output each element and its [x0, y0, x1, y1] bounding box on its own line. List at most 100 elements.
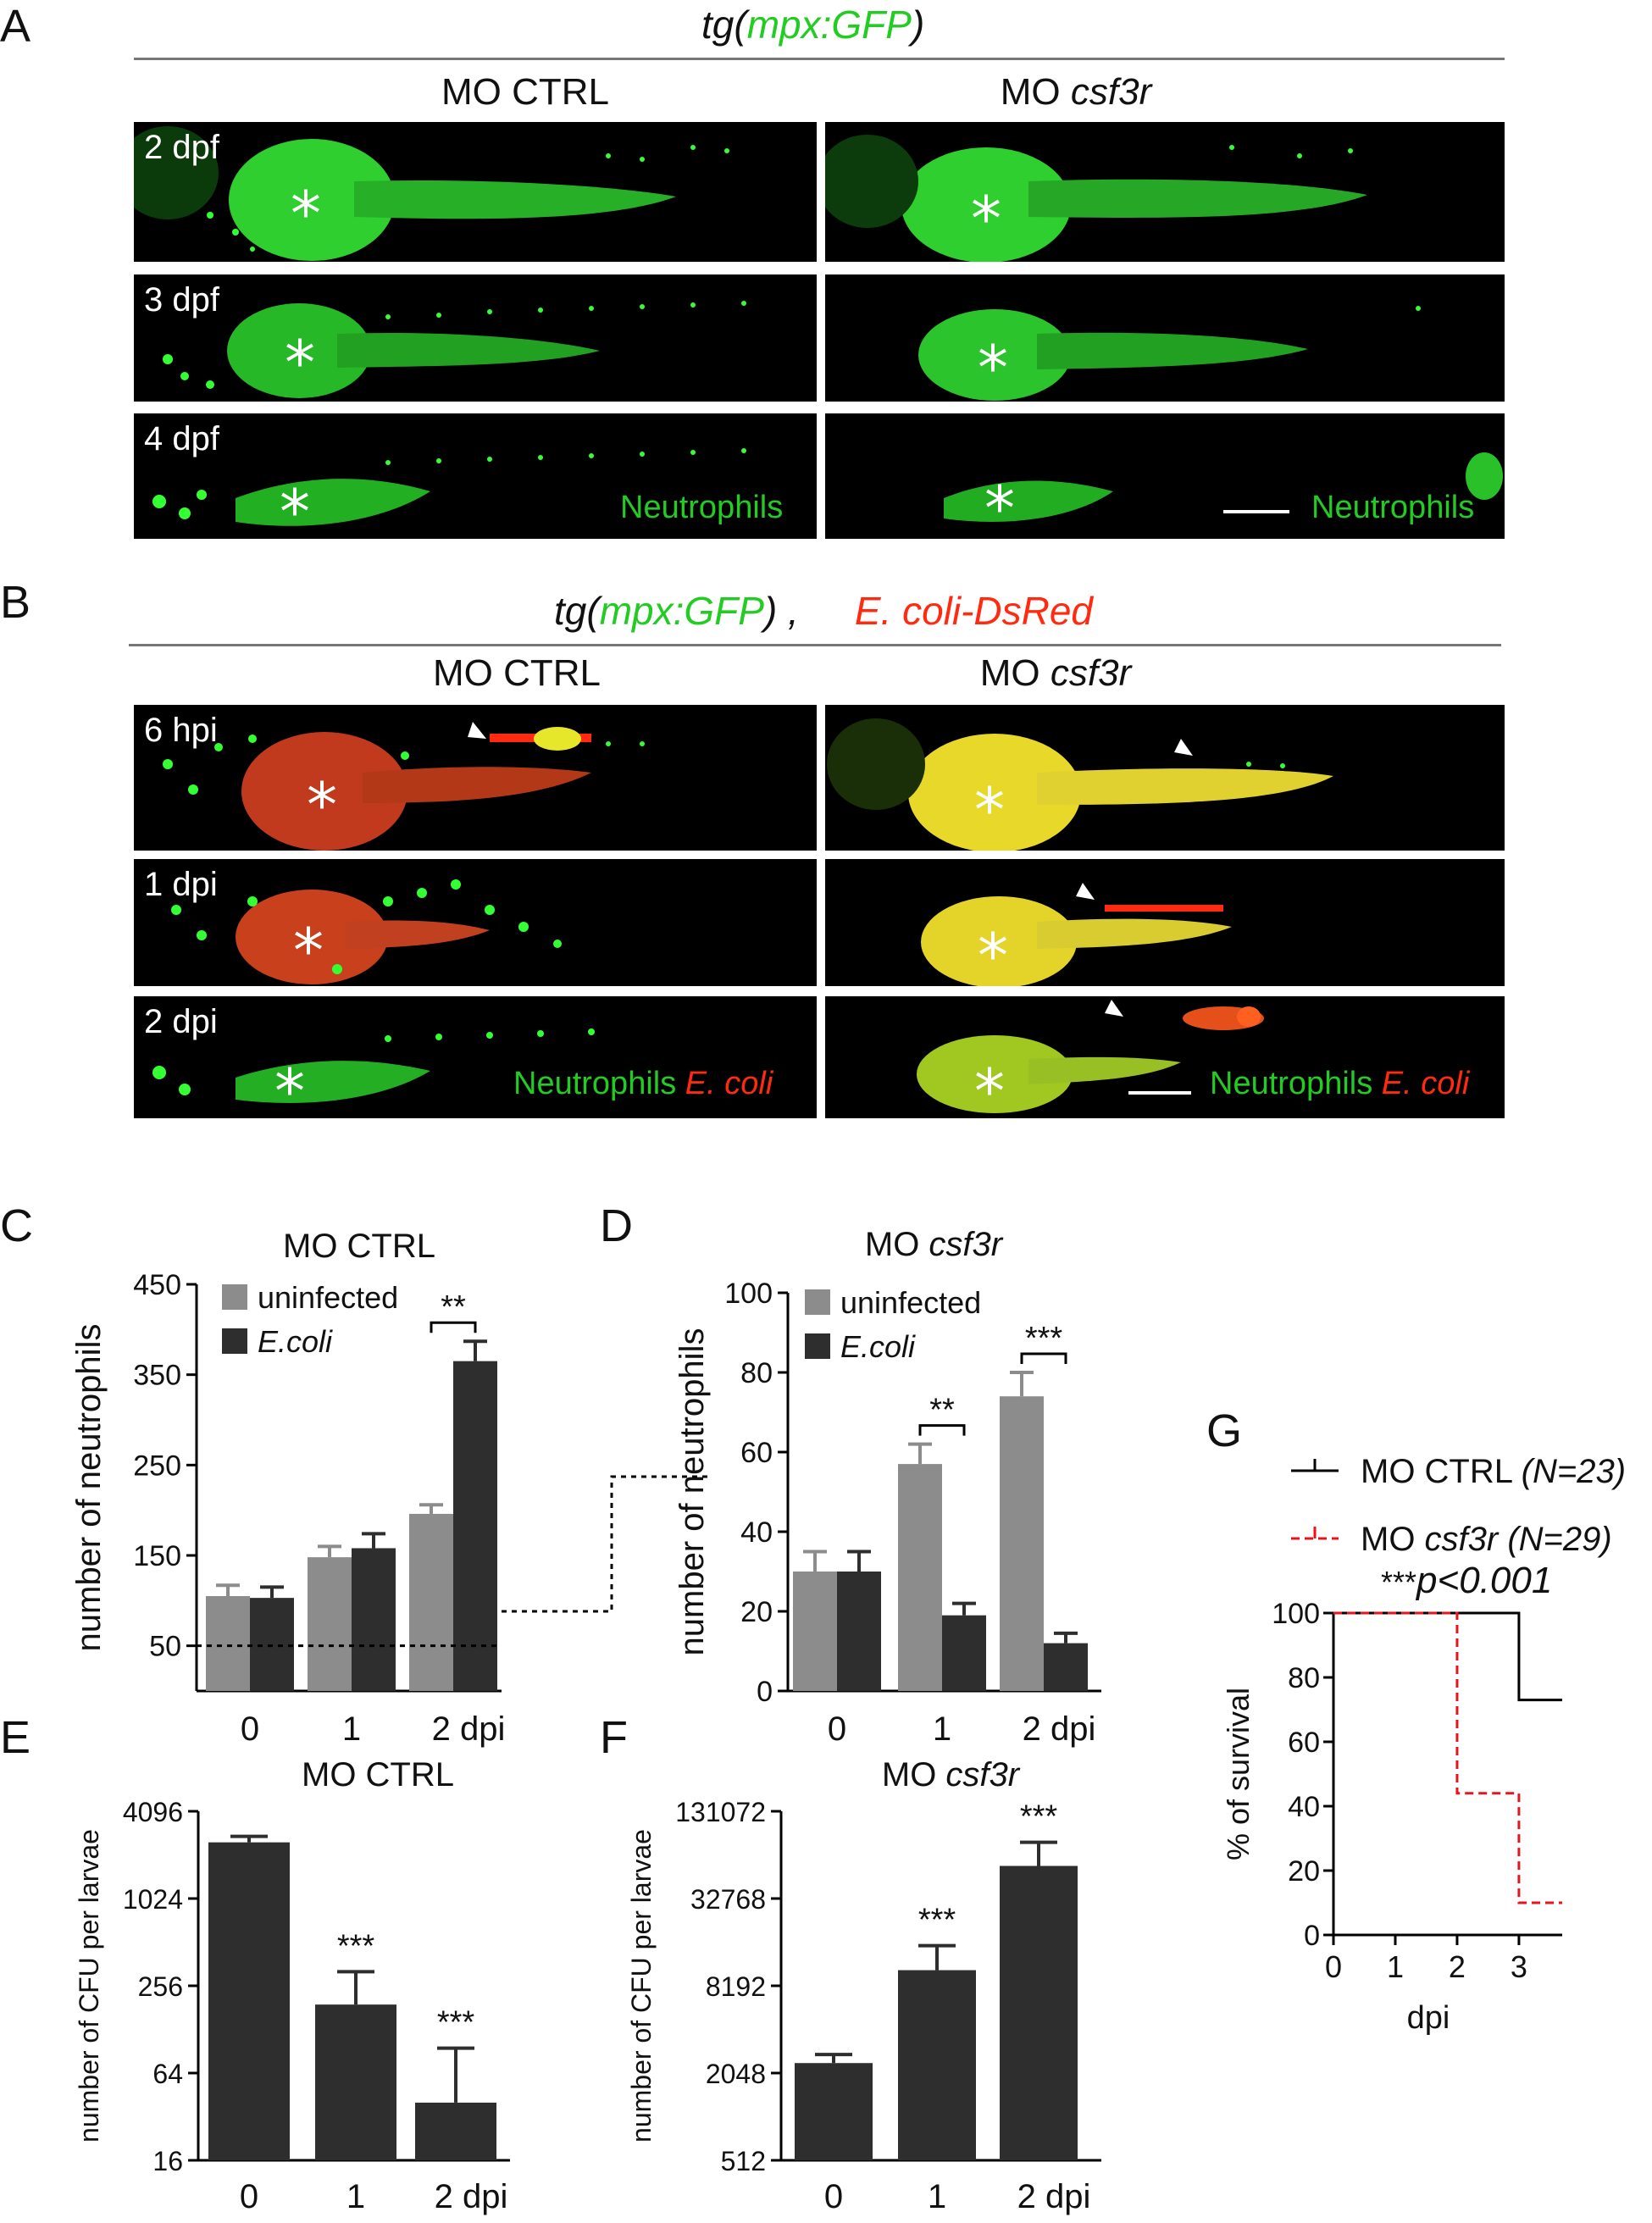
panel-a-title: tg(mpx:GFP): [701, 2, 924, 47]
panel-b-col-csf3r-gene: csf3r: [1050, 652, 1132, 694]
chart-d-legend-swatch: [805, 1333, 830, 1359]
chart-c: 50 150 250 350 450 0 1 2 dpi uninfected E.coli **M…: [70, 1228, 505, 1748]
panel-b-ctrl-2dpi-yolk-asterisk: *: [274, 1056, 305, 1118]
chart-d-bar-uninfected: [793, 1572, 837, 1691]
chart-c-y-tick-label: 150: [133, 1540, 181, 1572]
panel-b-ctrl-6hpi-image: 6 hpi *: [134, 705, 817, 851]
panel-b-col-csf3r-prefix: MO: [979, 652, 1051, 694]
panel-a-row1-label: 2 dpf: [144, 129, 219, 166]
chart-d-bar-uninfected: [898, 1464, 942, 1691]
chart-g-y-tick-label: 40: [1288, 1791, 1320, 1823]
panel-a-ctrl-3dpf-image: 3 dpf *: [134, 274, 817, 402]
panel-b-ctrl-6hpi-yolk-asterisk: *: [307, 769, 337, 840]
chart-g-y-tick-label: 100: [1272, 1598, 1320, 1630]
chart-c-legend-label: uninfected: [258, 1280, 398, 1315]
chart-c-y-tick-label: 250: [133, 1450, 181, 1482]
chart-c-y-tick-label: 50: [149, 1631, 181, 1663]
chart-d-y-tick-label: 40: [740, 1516, 773, 1549]
chart-g-legend-n: csf3r (N=29): [1425, 1521, 1612, 1558]
chart-c-x-tick-label: 1: [342, 1710, 361, 1748]
chart-d-significance-label: **: [929, 1393, 955, 1428]
chart-g-y-tick-label: 0: [1304, 1920, 1320, 1952]
panel-a-csf3r-3dpf-yolk-asterisk: *: [978, 332, 1008, 402]
panel-a-rule: [134, 58, 1505, 60]
chart-f-x-tick-label: 0: [824, 2178, 843, 2215]
chart-e-x-tick-label: 1: [346, 2178, 365, 2215]
panel-b-ctrl-2dpi-image: 2 dpi * Neutrophils E. coli: [134, 996, 817, 1118]
chart-e-x-tick-label: 2 dpi: [435, 2178, 508, 2215]
panel-b-row2-label: 1 dpi: [144, 866, 218, 903]
chart-f-x-tick-label: 1: [928, 2178, 946, 2215]
panel-a-csf3r-4dpf-yolk-asterisk: *: [984, 473, 1015, 539]
chart-c-y-label: number of neutrophils: [70, 1324, 108, 1652]
panel-label-c: C: [0, 1200, 33, 1251]
chart-f: 512 2048 8192 32768 131072 0 *** 1 *** 2 dpi MO cs…: [626, 1756, 1101, 2215]
panel-b-title-ecoli: E. coli-DsRed: [854, 589, 1094, 633]
chart-c-bar-ecoli: [453, 1361, 497, 1691]
chart-d-significance-bracket: [918, 1424, 966, 1436]
chart-g-legend-label: MO csf3r (N=29): [1361, 1521, 1612, 1558]
chart-f-bar: [898, 1970, 976, 2160]
panel-b-csf3r-legend-neutrophils: Neutrophils: [1210, 1066, 1373, 1101]
panel-b-row3-label: 2 dpi: [144, 1003, 218, 1040]
panel-a-ctrl-3dpf-yolk-asterisk: *: [285, 327, 315, 398]
panel-b-csf3r-legend-ecoli: E. coli: [1381, 1066, 1470, 1101]
panel-a-ctrl-neutrophils-legend: Neutrophils: [620, 490, 784, 525]
chart-g-legend-label: MO CTRL (N=23): [1361, 1453, 1626, 1490]
panel-label-e: E: [0, 1712, 31, 1763]
panel-a-ctrl-4dpf-yolk-asterisk: *: [280, 476, 310, 539]
chart-title-prefix: MO: [882, 1756, 946, 1793]
chart-c-y-tick-label: 450: [133, 1269, 181, 1301]
chart-d-legend-label: E.coli: [840, 1329, 916, 1364]
chart-g-series-csf3r-line: [1333, 1611, 1562, 1904]
chart-g-legend-name: MO: [1361, 1521, 1425, 1558]
panel-b-ctrl-legend-ecoli: E. coli: [685, 1066, 773, 1101]
panel-b-col-ctrl: MO CTRL: [433, 652, 601, 694]
chart-c-legend-swatch: [222, 1328, 247, 1354]
chart-d-legend-label: uninfected: [840, 1285, 981, 1320]
chart-e-y-tick-label: 16: [152, 2146, 183, 2176]
chart-g-annotation-stars: ***: [1381, 1565, 1416, 1599]
panel-a-title-prefix: tg(: [701, 3, 747, 47]
chart-e-bar: [208, 1842, 290, 2160]
panel-a-csf3r-neutrophils-legend: Neutrophils: [1311, 490, 1475, 525]
chart-d-x-tick-label: 0: [828, 1710, 846, 1748]
chart-e-bar: [415, 2102, 496, 2160]
chart-d-y-tick-label: 0: [757, 1676, 773, 1708]
chart-c-bar-ecoli: [352, 1548, 396, 1691]
panel-a-col-csf3r-prefix: MO: [1000, 71, 1071, 113]
chart-g-x-tick-label: 3: [1511, 1949, 1527, 1984]
chart-e-y-tick-label: 64: [152, 2059, 183, 2089]
panel-label-b: B: [0, 577, 31, 628]
panel-b-rule: [129, 644, 1501, 646]
chart-d-title: MO csf3r: [865, 1226, 1004, 1263]
panel-label-f: F: [600, 1712, 628, 1763]
panel-b-ctrl-legend-neutrophils: Neutrophils: [513, 1066, 677, 1101]
chart-c-x-tick-label: 2 dpi: [432, 1710, 506, 1748]
chart-d-x-tick-label: 2 dpi: [1023, 1710, 1096, 1748]
panel-b-csf3r-2dpi-yolk-asterisk: *: [974, 1056, 1005, 1118]
chart-d-bar-ecoli: [1044, 1643, 1088, 1691]
panel-b-csf3r-1dpi-yolk-asterisk: *: [978, 920, 1008, 986]
panel-label-a: A: [0, 1, 31, 52]
chart-g-x-tick-label: 0: [1325, 1949, 1342, 1984]
chart-d-significance-label: ***: [1025, 1321, 1063, 1356]
chart-g-series-ctrl-line: [1333, 1611, 1562, 1702]
panel-a-ctrl-4dpf-image: 4 dpf * Neutrophils: [134, 413, 817, 539]
panel-b-title: tg(mpx:GFP) , E. coli-DsRed: [554, 588, 1093, 634]
chart-f-y-tick-label: 32768: [690, 1884, 766, 1915]
chart-c-significance-label: **: [441, 1289, 466, 1325]
chart-e-title: MO CTRL: [302, 1756, 454, 1793]
chart-c-bar-uninfected: [308, 1557, 352, 1691]
panel-b-csf3r-6hpi-image: *: [825, 705, 1505, 851]
panel-a-ctrl-2dpf-image: 2 dpf *: [134, 122, 817, 262]
chart-f-significance-label: ***: [1020, 1799, 1058, 1835]
chart-c-significance-bracket: [430, 1321, 477, 1333]
chart-e-bar: [315, 2004, 396, 2160]
panel-a-row3-label: 4 dpf: [144, 420, 219, 457]
panel-a-col-csf3r: MO csf3r: [906, 71, 1245, 114]
chart-d-significance-bracket: [1020, 1352, 1067, 1364]
panel-b-col-csf3r: MO csf3r: [886, 652, 1225, 695]
chart-d-bar-ecoli: [837, 1572, 881, 1691]
